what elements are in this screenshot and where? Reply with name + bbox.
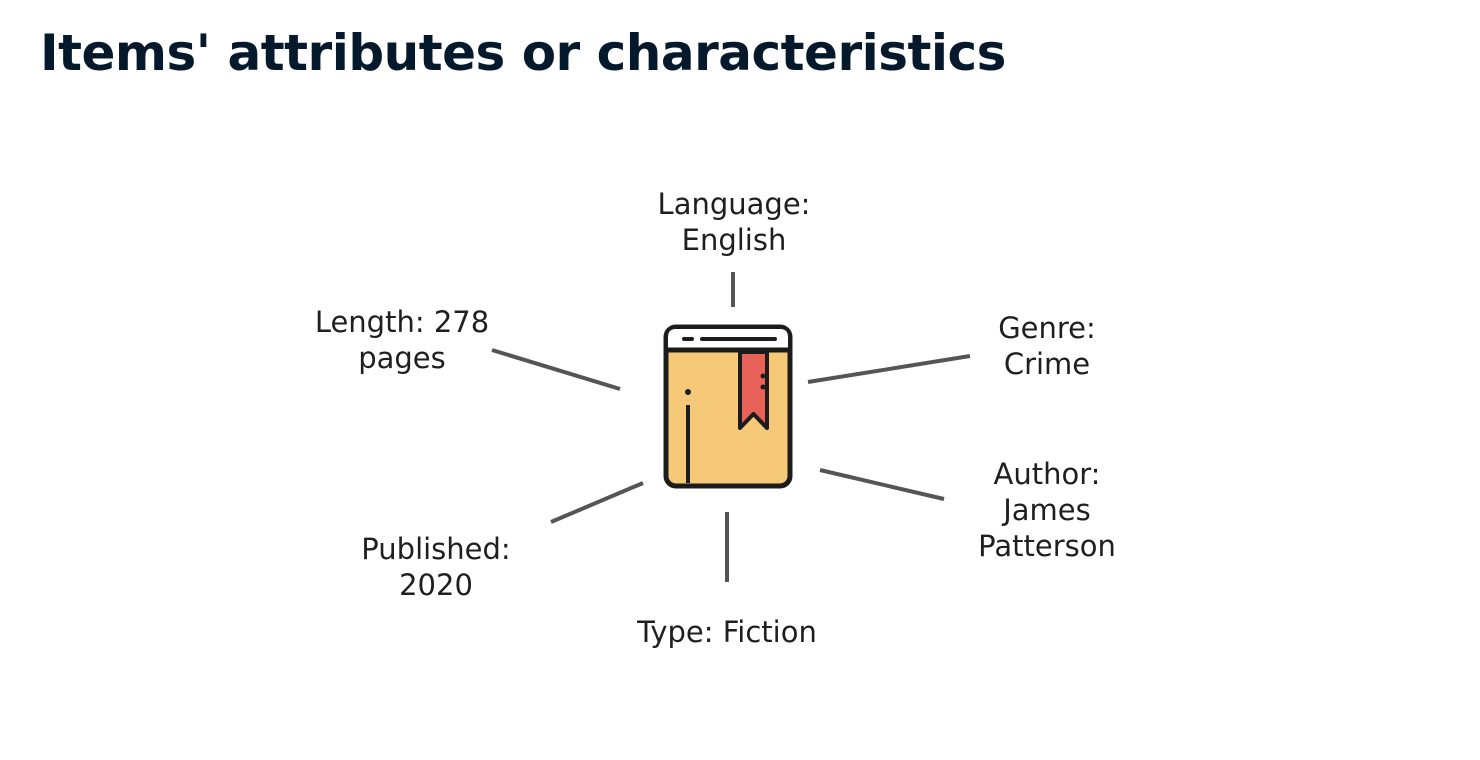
attribute-genre-key: Genre:: [998, 311, 1096, 345]
attribute-published: Published: 2020: [361, 531, 510, 603]
attribute-language: Language: English: [658, 186, 811, 258]
attribute-language-key: Language:: [657, 187, 811, 221]
attribute-author-value-first: James: [1003, 493, 1091, 527]
attribute-author-value-last: Patterson: [978, 529, 1116, 563]
page-title: Items' attributes or characteristics: [40, 24, 1006, 82]
attribute-published-value: 2020: [399, 568, 473, 602]
attribute-genre-value: Crime: [1003, 347, 1091, 381]
attribute-length: Length: 278 pages: [315, 304, 489, 376]
attribute-author-key: Author:: [993, 457, 1101, 491]
attribute-author: Author: James Patterson: [978, 456, 1116, 564]
attribute-published-key: Published:: [361, 532, 511, 566]
attribute-language-value: English: [681, 223, 787, 257]
attribute-type: Type: Fiction: [637, 614, 817, 650]
connector-published: [550, 481, 644, 524]
attribute-length-value: pages: [358, 341, 446, 375]
connector-genre: [807, 354, 971, 384]
connector-author: [819, 468, 945, 501]
attribute-length-key: Length: 278: [314, 305, 490, 339]
attribute-type-text: Type: Fiction: [637, 615, 817, 649]
attribute-genre: Genre: Crime: [998, 310, 1096, 382]
book-icon: [663, 324, 793, 489]
connector-length: [491, 348, 621, 391]
